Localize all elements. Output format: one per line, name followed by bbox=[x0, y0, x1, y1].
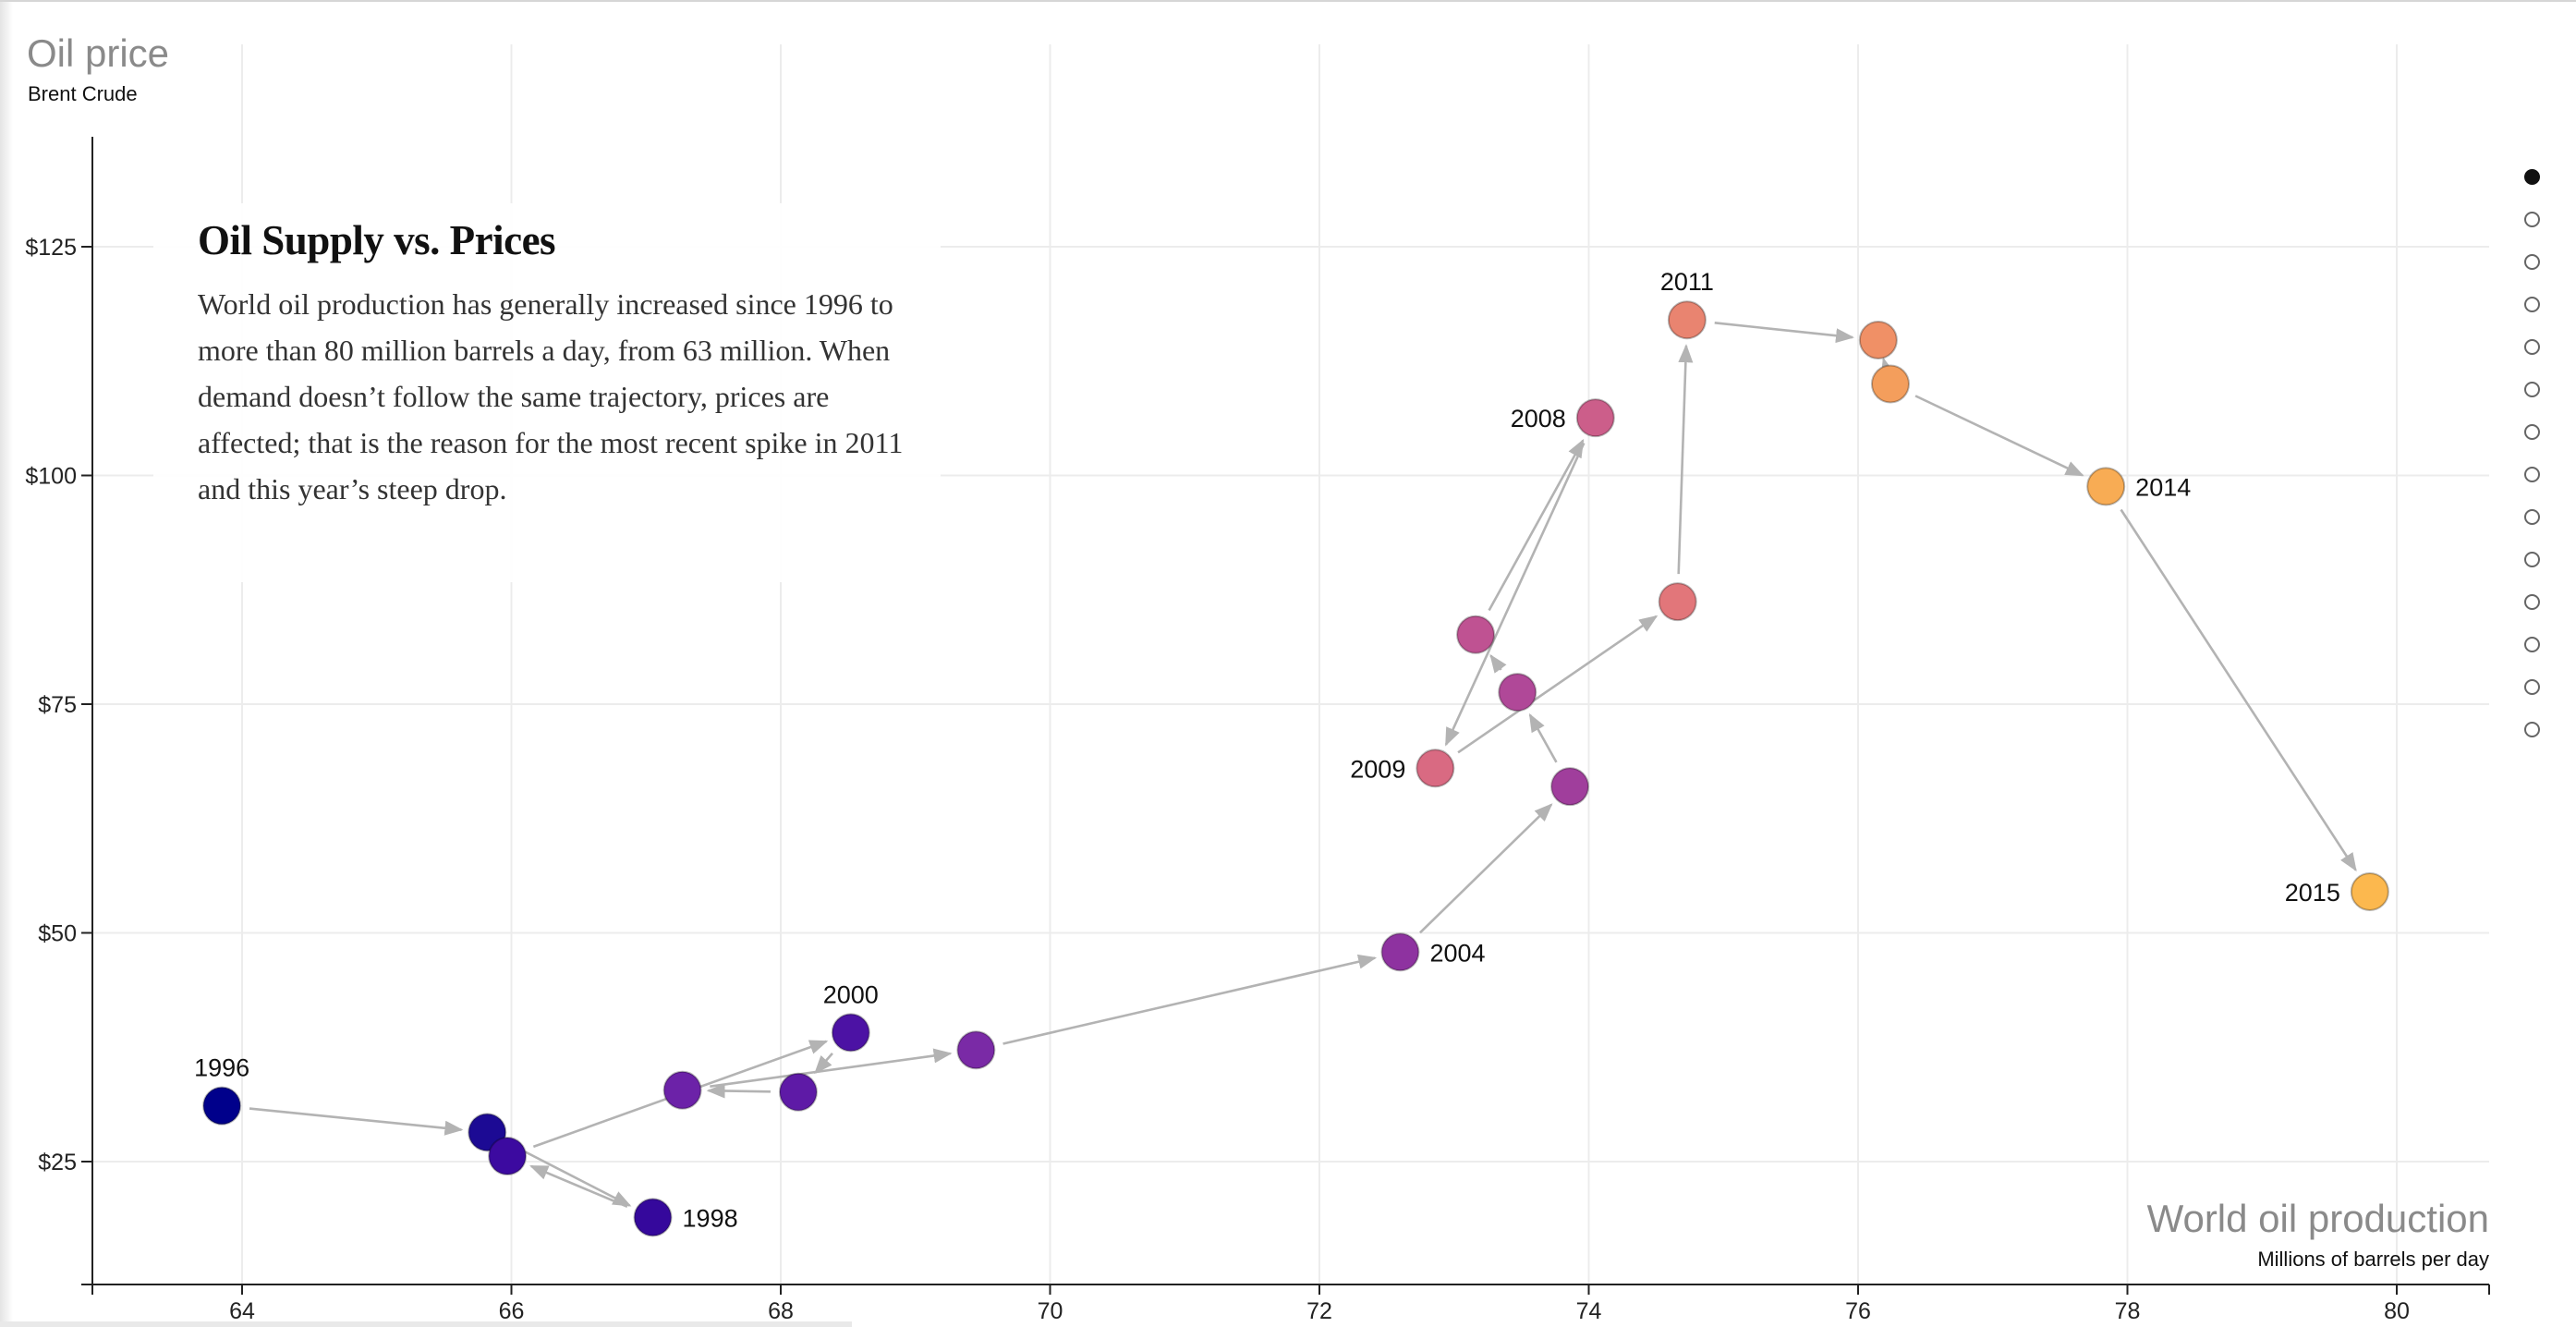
y-tick-label: $25 bbox=[38, 1150, 77, 1175]
year-label-2011: 2011 bbox=[1660, 268, 1714, 296]
arrow-2005-2006 bbox=[1528, 712, 1558, 763]
step-dot-9[interactable] bbox=[2524, 509, 2540, 525]
step-dot-6[interactable] bbox=[2524, 382, 2540, 397]
step-dot-11[interactable] bbox=[2524, 594, 2540, 610]
x-tick-label: 64 bbox=[229, 1298, 255, 1324]
year-label-1996: 1996 bbox=[194, 1054, 249, 1082]
x-tick-label: 72 bbox=[1306, 1298, 1332, 1324]
step-navigation bbox=[2524, 169, 2546, 764]
top-rule bbox=[0, 0, 2576, 2]
x-axis-title: World oil production bbox=[2147, 1197, 2489, 1240]
step-dot-7[interactable] bbox=[2524, 424, 2540, 440]
point-2009[interactable] bbox=[1416, 749, 1455, 788]
point-2010[interactable] bbox=[1658, 582, 1697, 622]
arrow-2009-2010 bbox=[1457, 615, 1659, 754]
step-dot-8[interactable] bbox=[2524, 467, 2540, 482]
arrow-2014-2015 bbox=[2120, 508, 2357, 872]
y-tick-label: $75 bbox=[38, 692, 77, 718]
point-1996[interactable] bbox=[202, 1086, 242, 1126]
year-label-2000: 2000 bbox=[823, 980, 879, 1008]
left-edge-shade bbox=[0, 2, 13, 1327]
trajectory-arrows bbox=[249, 322, 2357, 1208]
x-tick-label: 76 bbox=[1845, 1298, 1871, 1324]
arrow-1996-1997 bbox=[249, 1107, 464, 1136]
x-tick-label: 70 bbox=[1038, 1298, 1063, 1324]
arrow-2003-2004 bbox=[1002, 954, 1378, 1045]
info-description: World oil production has generally incre… bbox=[198, 287, 904, 505]
step-dot-4[interactable] bbox=[2524, 297, 2540, 312]
y-tick-label: $100 bbox=[25, 464, 77, 490]
arrow-1997-1998 bbox=[511, 1143, 632, 1207]
point-2001[interactable] bbox=[778, 1072, 818, 1112]
arrow-2007-2008 bbox=[1488, 438, 1585, 612]
point-2004[interactable] bbox=[1380, 932, 1420, 972]
x-axis-subtitle: Millions of barrels per day bbox=[2257, 1248, 2489, 1271]
step-dot-2[interactable] bbox=[2524, 212, 2540, 227]
step-dot-12[interactable] bbox=[2524, 637, 2540, 652]
year-labels: 1996 1998 2000 2004 2008 2009 2011 2014 2015 bbox=[194, 268, 2340, 1232]
point-1999[interactable] bbox=[488, 1137, 528, 1176]
axis-titles: Oil price Brent Crude World oil producti… bbox=[27, 31, 2489, 1271]
y-tick-label: $50 bbox=[38, 921, 77, 947]
x-tick-label: 80 bbox=[2384, 1298, 2410, 1324]
point-2002[interactable] bbox=[662, 1070, 702, 1110]
y-axis-subtitle: Brent Crude bbox=[28, 82, 138, 105]
arrow-2006-2007 bbox=[1489, 653, 1507, 674]
point-2000[interactable] bbox=[831, 1013, 870, 1053]
year-label-1998: 1998 bbox=[683, 1204, 738, 1232]
year-label-2008: 2008 bbox=[1511, 405, 1566, 432]
point-2013[interactable] bbox=[1870, 364, 1910, 404]
x-tick-label: 66 bbox=[499, 1298, 525, 1324]
point-2008[interactable] bbox=[1575, 398, 1615, 438]
step-dot-1[interactable] bbox=[2524, 169, 2540, 185]
point-1998[interactable] bbox=[633, 1198, 673, 1237]
info-panel: Oil Supply vs. Prices World oil producti… bbox=[153, 203, 941, 582]
point-2012[interactable] bbox=[1858, 320, 1898, 359]
y-axis-title: Oil price bbox=[27, 31, 169, 75]
arrow-2002-2003 bbox=[710, 1048, 953, 1088]
arrow-2000-2001 bbox=[814, 1053, 833, 1075]
year-label-2015: 2015 bbox=[2285, 879, 2340, 907]
point-2005[interactable] bbox=[1550, 767, 1590, 807]
step-dot-5[interactable] bbox=[2524, 339, 2540, 355]
arrow-2010-2011 bbox=[1677, 344, 1694, 575]
arrow-1998-1999 bbox=[529, 1164, 628, 1208]
arrow-2011-2012 bbox=[1714, 322, 1855, 344]
step-dot-14[interactable] bbox=[2524, 722, 2540, 737]
step-dot-13[interactable] bbox=[2524, 679, 2540, 695]
point-2014[interactable] bbox=[2086, 467, 2126, 506]
point-2006[interactable] bbox=[1498, 673, 1537, 712]
arrow-2008-2009 bbox=[1444, 442, 1586, 747]
arrow-2004-2005 bbox=[1419, 803, 1553, 934]
bottom-scroll-strip bbox=[0, 1321, 852, 1327]
year-label-2004: 2004 bbox=[1429, 939, 1485, 967]
point-2007[interactable] bbox=[1456, 615, 1496, 654]
step-dot-3[interactable] bbox=[2524, 254, 2540, 270]
arrow-2012-2013 bbox=[1880, 357, 1896, 377]
data-points bbox=[202, 300, 2389, 1237]
point-2015[interactable] bbox=[2350, 871, 2389, 911]
x-tick-label: 78 bbox=[2115, 1298, 2141, 1324]
x-tick-label: 68 bbox=[768, 1298, 794, 1324]
year-label-2009: 2009 bbox=[1350, 755, 1405, 783]
arrow-2001-2002 bbox=[706, 1083, 771, 1099]
point-2003[interactable] bbox=[956, 1030, 996, 1070]
year-label-2014: 2014 bbox=[2135, 473, 2191, 501]
info-title: Oil Supply vs. Prices bbox=[198, 217, 556, 263]
axes: 64 66 68 70 72 74 76 78 80 $25 $50 $75 $100 $125 bbox=[25, 137, 2490, 1324]
point-2011[interactable] bbox=[1667, 300, 1707, 340]
step-dot-10[interactable] bbox=[2524, 552, 2540, 567]
y-tick-label: $125 bbox=[25, 235, 77, 261]
x-tick-label: 74 bbox=[1576, 1298, 1602, 1324]
arrow-2013-2014 bbox=[1914, 395, 2084, 477]
